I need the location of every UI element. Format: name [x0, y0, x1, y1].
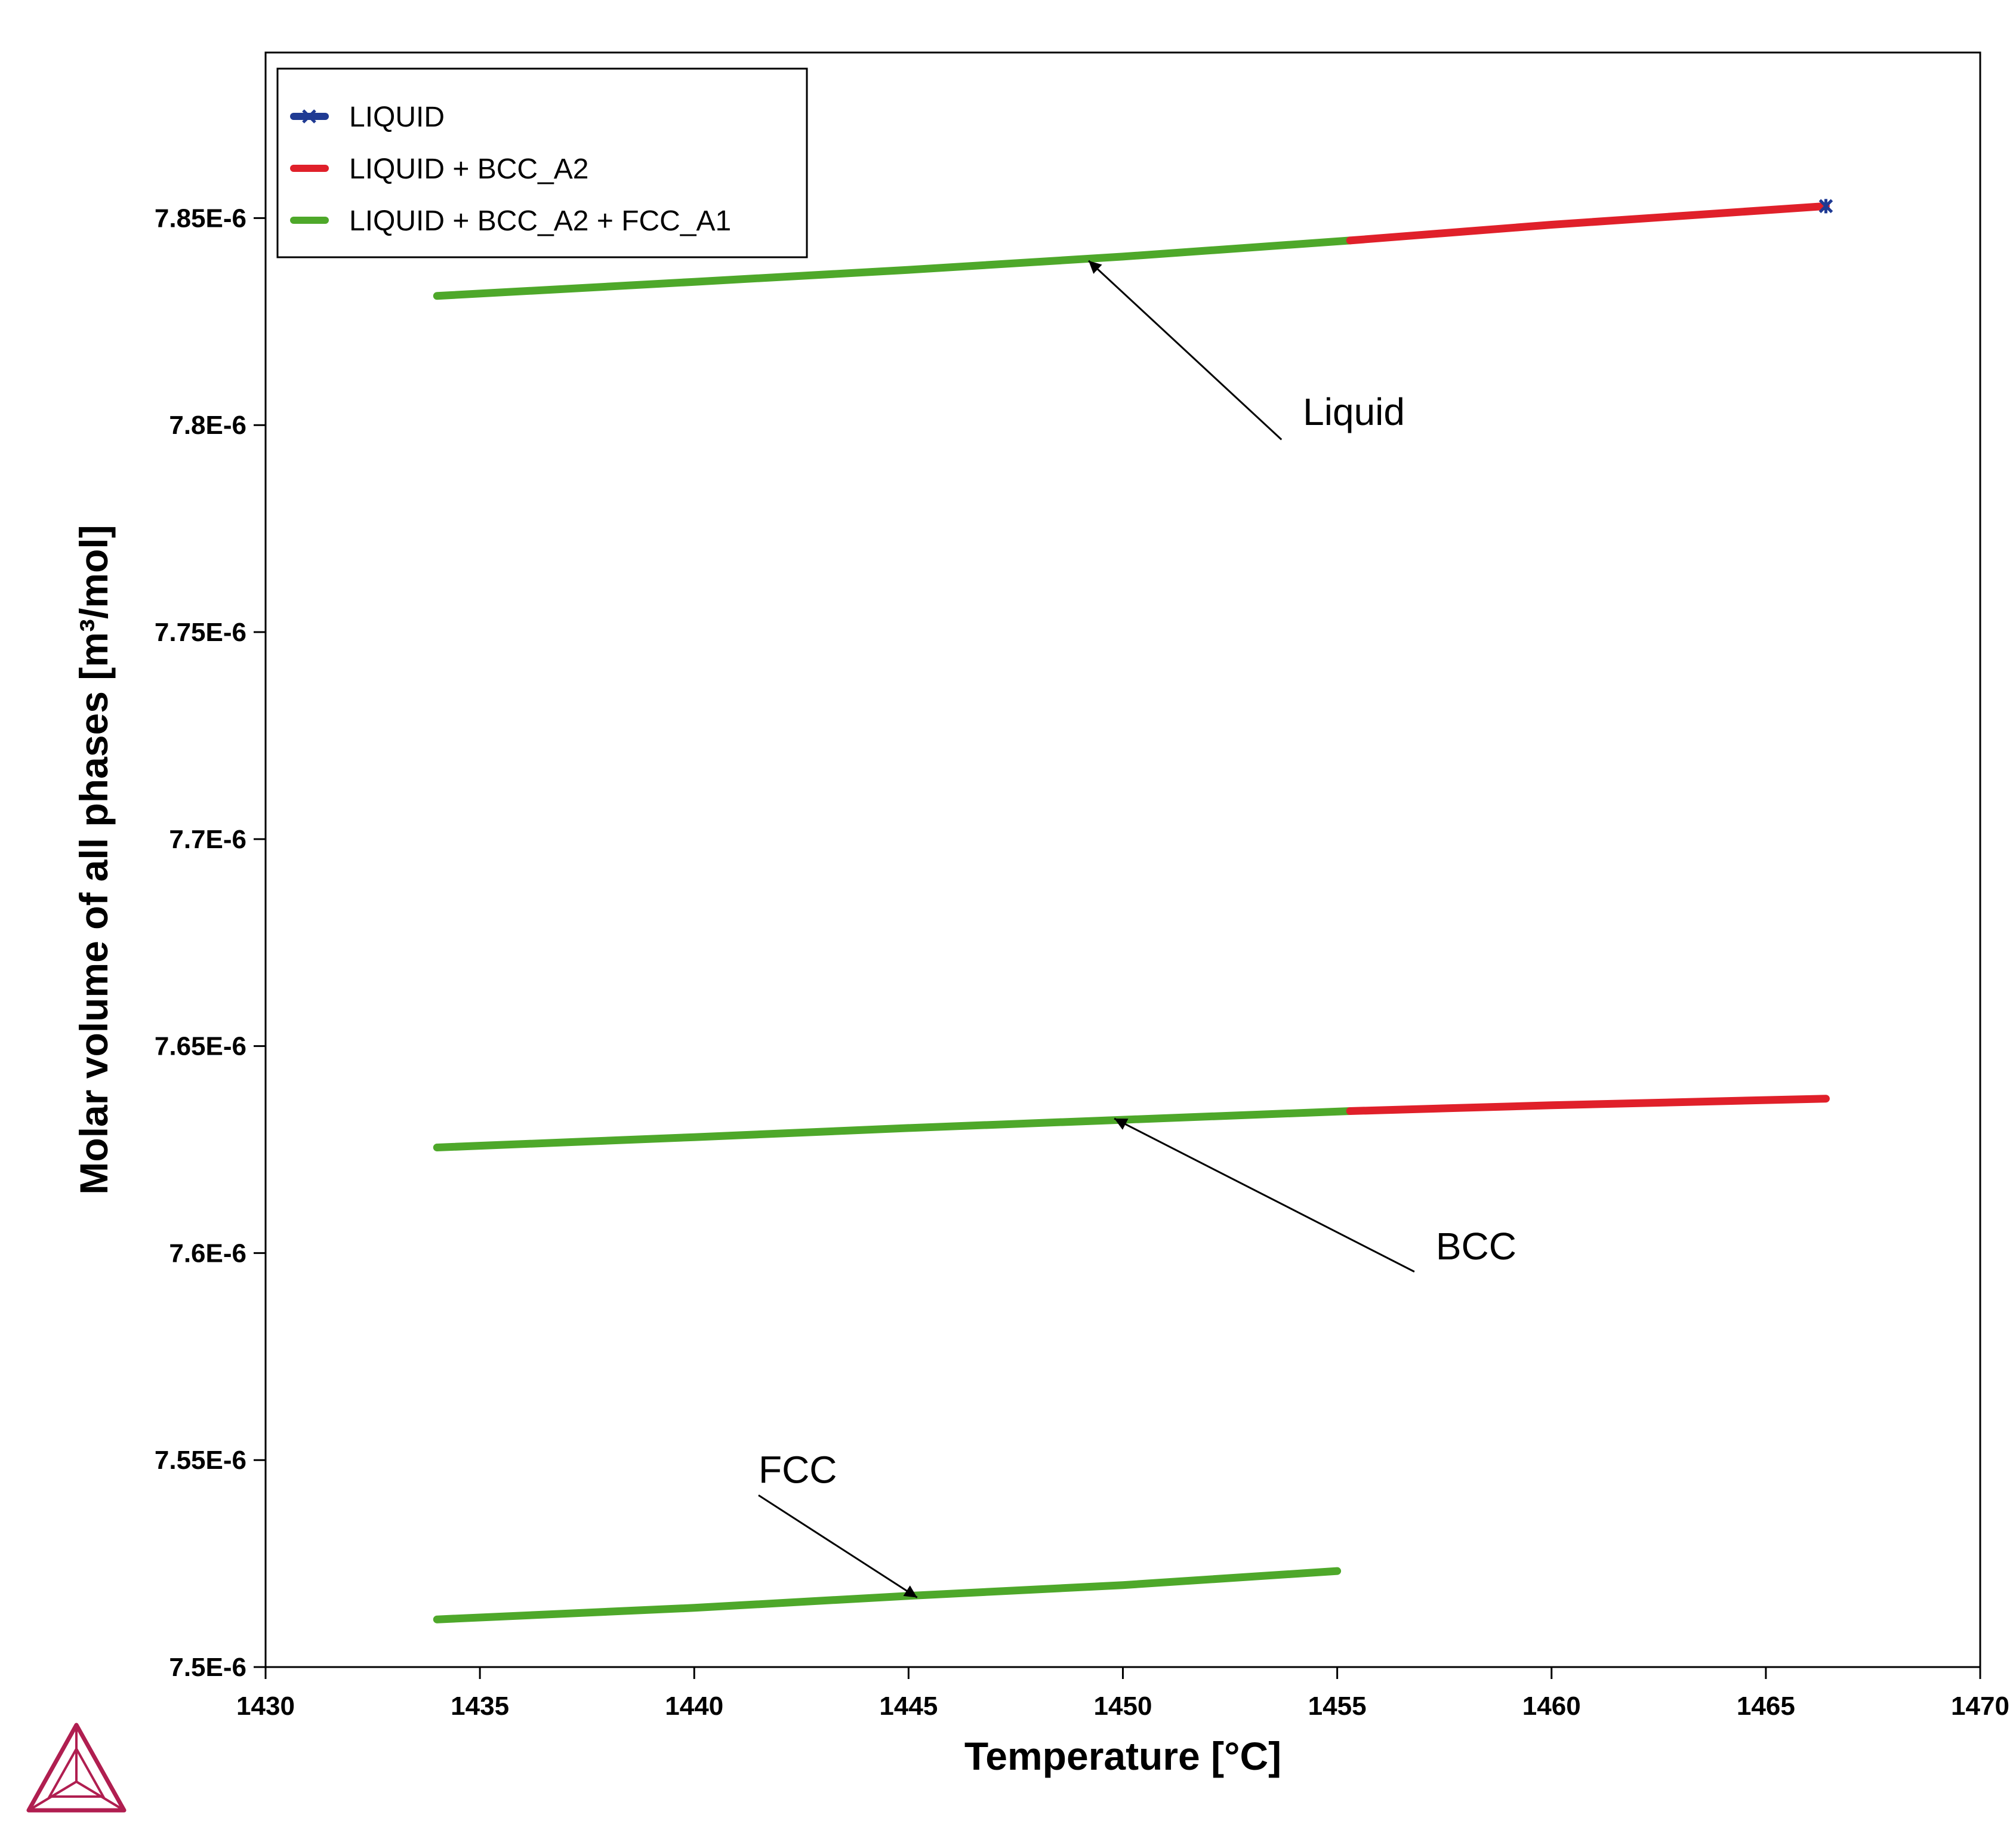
series-line: [1346, 1095, 1830, 1115]
annotation-arrow: [1114, 1117, 1415, 1273]
x-tick-label: 1440: [665, 1692, 723, 1721]
annotation-arrow: [758, 1494, 918, 1598]
y-tick-label: 7.85E-6: [155, 204, 246, 233]
legend: LIQUID LIQUID + BCC_A2 LIQUID + BCC_A2 + F…: [276, 67, 808, 258]
y-tick-label: 7.6E-6: [169, 1239, 246, 1268]
y-tick-label: 7.55E-6: [155, 1446, 246, 1475]
annotation-label: BCC: [1436, 1225, 1516, 1268]
annotation-label: FCC: [759, 1448, 837, 1491]
legend-label: LIQUID + BCC_A2 + FCC_A1: [349, 205, 731, 237]
logo-outer-triangle: [26, 1723, 127, 1813]
axes: 1430 1435 1440 1445 1450 1455 1460 1465 1470 7.5E…: [72, 51, 2009, 1778]
series-line: [433, 236, 1354, 300]
series-line: [433, 1107, 1354, 1151]
legend-label: LIQUID + BCC_A2: [349, 153, 588, 185]
series-point: [1818, 199, 1833, 214]
x-tick-label: 1445: [879, 1692, 938, 1721]
y-tick-label: 7.7E-6: [169, 825, 246, 854]
y-tick-label: 7.5E-6: [169, 1653, 246, 1682]
x-tick-label: 1435: [451, 1692, 509, 1721]
y-tick-label: 7.8E-6: [169, 411, 246, 440]
y-tick-label: 7.75E-6: [155, 618, 246, 647]
y-axis-title: Molar volume of all phases [m³/mol]: [72, 525, 116, 1194]
plot-area: Liquid BCC FCC: [433, 199, 1833, 1623]
x-axis-title: Temperature [°C]: [964, 1734, 1281, 1778]
triangle-logo: [26, 1723, 127, 1813]
logo-inner-lines: [27, 1725, 125, 1811]
annotation-arrow: [1088, 260, 1283, 440]
x-tick-label: 1460: [1522, 1692, 1581, 1721]
x-tick-label: 1465: [1737, 1692, 1795, 1721]
legend-box: [276, 67, 808, 258]
x-tick-label: 1470: [1951, 1692, 2009, 1721]
annotation-label: Liquid: [1303, 390, 1405, 433]
x-tick-label: 1455: [1308, 1692, 1367, 1721]
legend-label: LIQUID: [349, 101, 445, 133]
series-line: [1346, 202, 1830, 245]
legend-marker: [302, 109, 316, 124]
y-tick-label: 7.65E-6: [155, 1032, 246, 1061]
x-tick-label: 1450: [1094, 1692, 1152, 1721]
x-tick-label: 1430: [236, 1692, 295, 1721]
